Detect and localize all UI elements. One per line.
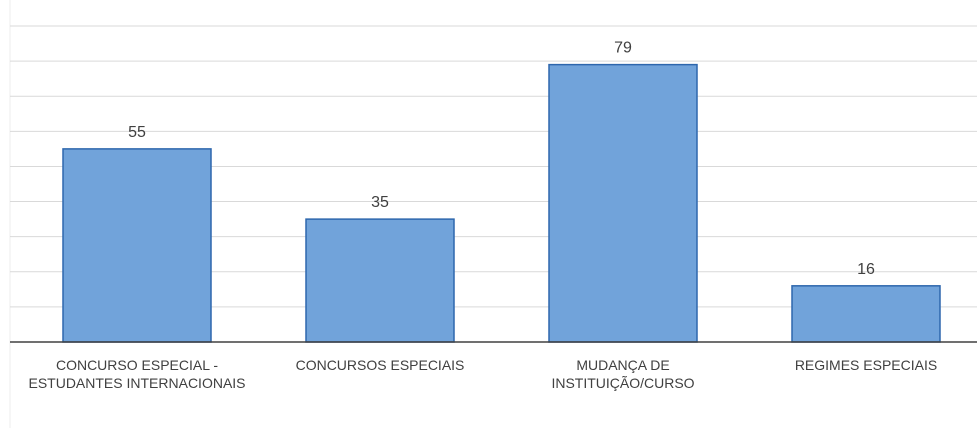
value-label: 35 [371,194,389,211]
x-tick-label: CONCURSO ESPECIAL - ESTUDANTES INTERNACI… [28,357,246,391]
x-tick-label: REGIMES ESPECIAIS [794,357,938,373]
bar [62,148,212,343]
bar [791,285,941,343]
x-tick-label: CONCURSOS ESPECIAIS [295,357,465,373]
bar [305,218,455,343]
value-label: 79 [614,40,632,57]
x-tick-label: MUDANÇA DE INSTITUIÇÃO/CURSO [551,357,695,391]
value-label: 16 [857,261,875,278]
bar [548,63,698,343]
value-label: 55 [128,124,146,141]
